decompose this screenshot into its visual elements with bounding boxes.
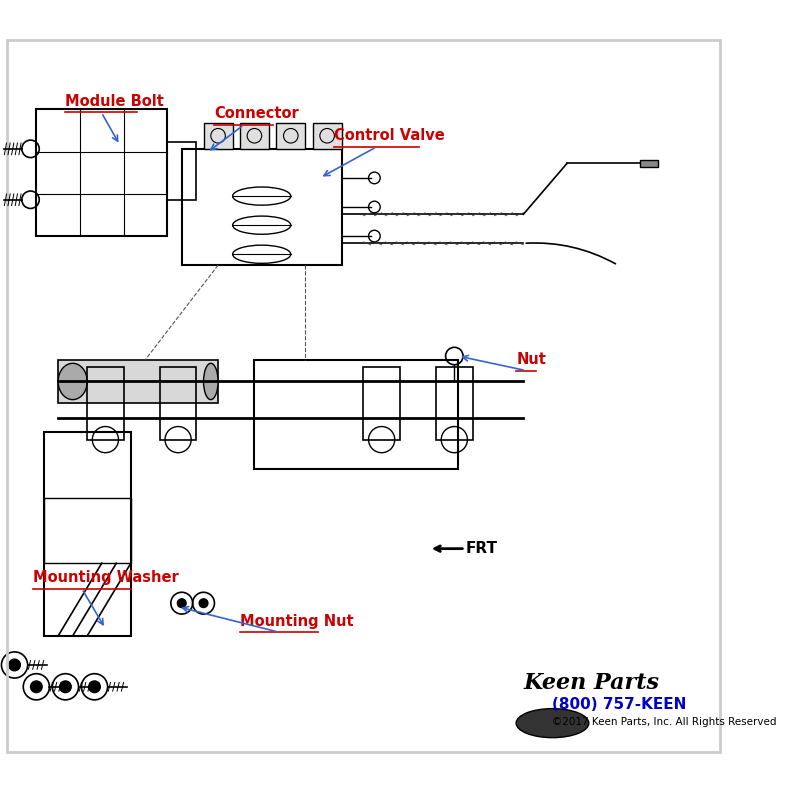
Text: Connector: Connector (214, 106, 299, 121)
Bar (363, 367, 400, 440)
Ellipse shape (203, 364, 218, 400)
Circle shape (9, 659, 20, 671)
Bar (436, 367, 473, 440)
Bar (203, 124, 233, 149)
Bar (640, 160, 658, 167)
Circle shape (30, 681, 42, 692)
Circle shape (199, 599, 208, 607)
Text: FRT: FRT (466, 541, 498, 556)
Bar (254, 360, 458, 469)
Bar (58, 360, 218, 403)
Circle shape (89, 681, 100, 692)
Bar (182, 149, 342, 265)
Text: Module Bolt: Module Bolt (66, 94, 164, 109)
Bar (44, 432, 131, 636)
Text: (800) 757-KEEN: (800) 757-KEEN (553, 697, 687, 712)
Bar (87, 367, 123, 440)
Ellipse shape (516, 709, 589, 737)
Bar (240, 124, 269, 149)
Circle shape (60, 681, 71, 692)
Bar (44, 497, 131, 563)
Text: Nut: Nut (516, 352, 546, 367)
Circle shape (178, 599, 186, 607)
Bar (313, 124, 342, 149)
Text: ©2017 Keen Parts, Inc. All Rights Reserved: ©2017 Keen Parts, Inc. All Rights Reserv… (553, 717, 777, 727)
Text: Mounting Washer: Mounting Washer (33, 570, 178, 585)
Ellipse shape (58, 364, 87, 400)
Text: Control Valve: Control Valve (334, 128, 445, 143)
Text: Mounting Nut: Mounting Nut (240, 614, 354, 629)
Bar (160, 367, 196, 440)
Text: Keen Parts: Keen Parts (523, 672, 659, 694)
Bar (36, 109, 167, 236)
Bar (167, 142, 196, 200)
Bar (276, 124, 306, 149)
